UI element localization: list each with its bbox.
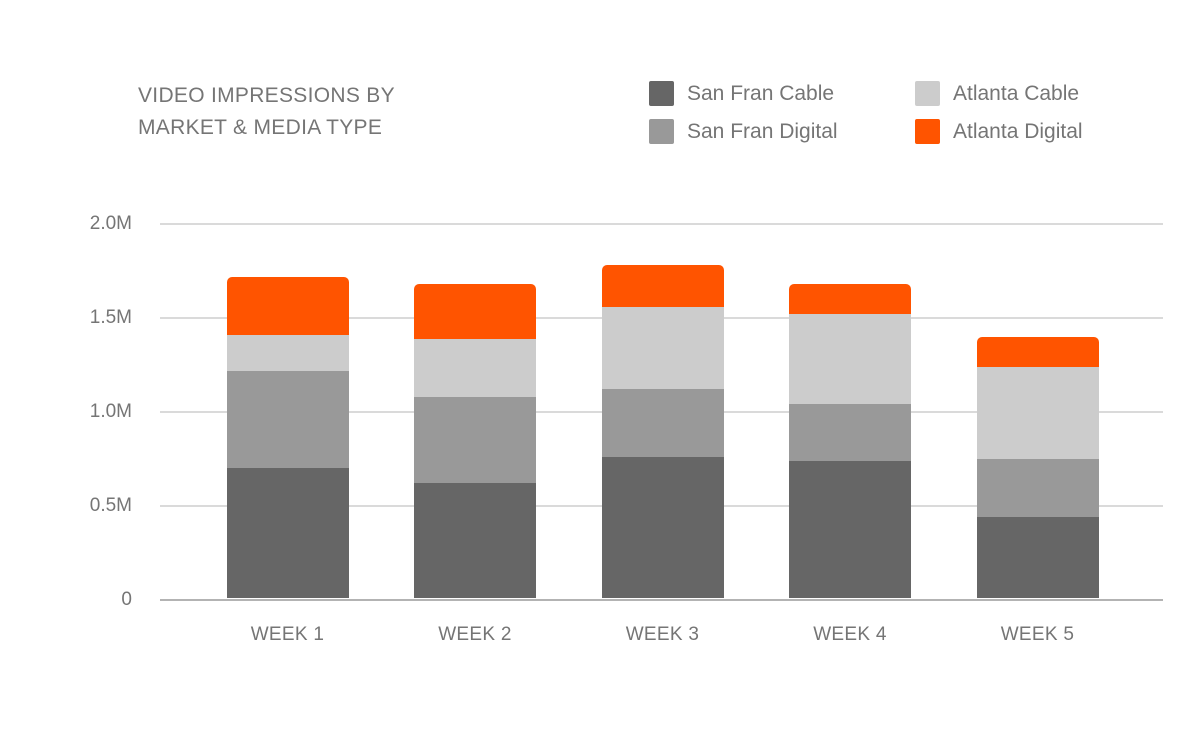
chart-title: VIDEO IMPRESSIONS BY MARKET & MEDIA TYPE [138,80,395,144]
bar-segment-week-2-san-fran-digital[interactable] [414,396,536,484]
legend-column-2: Atlanta Cable Atlanta Digital [915,81,1083,144]
x-tick-label-week-3: WEEK 3 [625,624,700,645]
bar-segment-week-4-san-fran-digital[interactable] [789,404,911,461]
bar-segment-week-1-atlanta-cable[interactable] [226,334,349,371]
y-tick-label-1.5M: 1.5M [89,307,132,328]
legend-label: Atlanta Digital [953,119,1083,143]
bar-segment-week-5-san-fran-digital[interactable] [976,458,1099,518]
legend-column-1: San Fran Cable San Fran Digital [649,81,838,144]
bar-week-1 [226,276,349,598]
legend-label: San Fran Digital [687,119,838,143]
bar-segment-week-2-san-fran-cable[interactable] [414,483,536,598]
bar-segment-week-5-san-fran-cable[interactable] [976,517,1099,598]
bar-segment-week-1-san-fran-cable[interactable] [226,468,349,598]
bar-week-3 [601,265,724,598]
bar-segment-week-3-atlanta-cable[interactable] [601,306,724,390]
bar-segment-week-2-atlanta-cable[interactable] [414,338,536,397]
legend-item-san-fran-digital[interactable]: San Fran Digital [649,119,838,144]
x-tick-label-week-4: WEEK 4 [813,624,887,645]
bar-segment-week-1-atlanta-digital[interactable] [226,276,349,335]
legend-swatch-san-fran-digital [649,119,674,144]
bar-week-5 [976,336,1099,598]
legend-item-atlanta-cable[interactable]: Atlanta Cable [915,81,1083,106]
bar-segment-week-1-san-fran-digital[interactable] [226,370,349,469]
bar-week-4 [789,284,911,598]
gridline-2.0M [160,223,1163,225]
bar-segment-week-4-atlanta-cable[interactable] [789,314,911,405]
legend-swatch-san-fran-cable [649,81,674,106]
bar-segment-week-3-san-fran-digital[interactable] [601,389,724,457]
legend-item-atlanta-digital[interactable]: Atlanta Digital [915,119,1083,144]
bar-segment-week-5-atlanta-digital[interactable] [976,336,1099,367]
x-tick-label-week-2: WEEK 2 [438,624,512,645]
x-tick-label-week-1: WEEK 1 [250,624,325,645]
y-axis: 0 0.5M 1.0M 1.5M 2.0M [0,213,146,610]
bar-segment-week-3-san-fran-cable[interactable] [601,457,724,598]
x-axis: WEEK 1 WEEK 2 WEEK 3 WEEK 4 WEEK 5 [160,624,1163,654]
legend-label: San Fran Cable [687,81,835,105]
x-tick-label-week-5: WEEK 5 [1000,624,1075,645]
bar-segment-week-2-atlanta-digital[interactable] [414,284,536,339]
y-tick-label-0.5M: 0.5M [89,495,132,516]
y-tick-label-1.0M: 1.0M [89,401,132,422]
y-tick-label-0: 0 [121,589,132,610]
bar-segment-week-4-san-fran-cable[interactable] [789,460,911,598]
x-axis-baseline [160,599,1163,601]
legend-label: Atlanta Cable [953,81,1080,105]
y-tick-label-2.0M: 2.0M [89,213,132,234]
legend-item-san-fran-cable[interactable]: San Fran Cable [649,81,838,106]
legend-swatch-atlanta-digital [915,119,940,144]
bar-segment-week-3-atlanta-digital[interactable] [601,265,724,307]
chart-title-line-1: VIDEO IMPRESSIONS BY [138,84,395,107]
legend-swatch-atlanta-cable [915,81,940,106]
bar-segment-week-5-atlanta-cable[interactable] [976,366,1099,459]
bar-week-2 [414,284,536,598]
plot-area [160,223,1163,601]
chart-title-line-2: MARKET & MEDIA TYPE [138,116,383,139]
bar-segment-week-4-atlanta-digital[interactable] [789,284,911,315]
